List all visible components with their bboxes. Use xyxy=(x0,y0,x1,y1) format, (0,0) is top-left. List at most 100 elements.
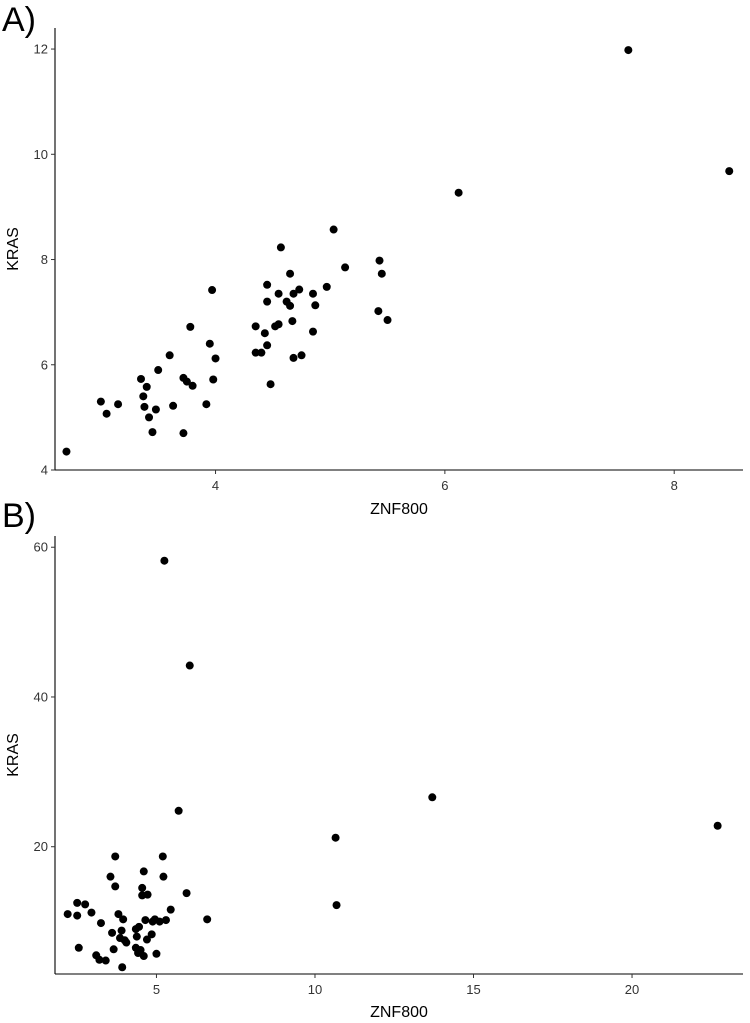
panel-a-data-point xyxy=(322,282,331,291)
panel-a-data-point xyxy=(211,354,220,363)
panel-a-data-point xyxy=(188,381,197,390)
panel-a-data-point xyxy=(145,413,154,422)
panel-b-data-point xyxy=(95,955,104,964)
panel-b-x-tick-label: 20 xyxy=(625,982,639,997)
panel-b-data-point xyxy=(182,889,191,898)
panel-a-data-point xyxy=(96,397,105,406)
panel-b-data-point xyxy=(139,952,148,961)
panel-b-data-point xyxy=(166,905,175,914)
panel-b-data-point xyxy=(122,938,131,947)
panel-b-y-tick-label: 20 xyxy=(34,839,48,854)
panel-a-y-tick-label: 6 xyxy=(41,357,48,372)
panel-b-data-point xyxy=(96,919,105,928)
panel-b-data-point xyxy=(111,882,120,891)
panel-b-data-point xyxy=(174,806,183,815)
panel-b-data-point xyxy=(713,821,722,830)
panel-a-data-point xyxy=(257,348,266,357)
panel-b-data-point xyxy=(203,915,212,924)
panel-a-data-point xyxy=(309,289,317,298)
panel-a-y-tick-label: 10 xyxy=(34,147,48,162)
panel-a-data-point xyxy=(251,322,260,331)
panel-b-data-point xyxy=(135,922,144,931)
panel-b-data-point xyxy=(138,883,147,892)
panel-b-x-tick-label: 10 xyxy=(308,982,322,997)
panel-a-data-point xyxy=(205,339,214,348)
panel-a-data-point xyxy=(263,341,272,350)
panel-b: B) 5 10 15 20 20 40 60 ZNF800 KRAS xyxy=(2,497,743,1021)
panel-a-data-point xyxy=(377,269,386,278)
panel-a-data-point xyxy=(297,351,306,360)
panel-a-data-point xyxy=(286,301,295,310)
panel-a-data-point xyxy=(137,374,145,383)
panel-a-data-point xyxy=(288,317,297,326)
panel-b-data-point xyxy=(141,916,150,925)
panel-a-x-axis-title: ZNF800 xyxy=(370,501,428,518)
panel-b-data-point xyxy=(109,945,118,954)
panel-a-data-point xyxy=(624,46,633,55)
panel-a: A) 4 6 8 4 6 8 10 12 ZNF800 KRAS xyxy=(2,1,743,518)
panel-a-data-point xyxy=(295,285,304,294)
panel-b-data-point xyxy=(117,926,126,935)
panel-a-data-point xyxy=(263,297,272,306)
panel-b-data-point xyxy=(155,917,164,926)
panel-a-data-point xyxy=(311,301,320,310)
panel-b-data-point xyxy=(159,872,168,881)
panel-b-data-point xyxy=(81,900,90,909)
panel-b-data-point xyxy=(332,901,341,910)
panel-a-data-point xyxy=(725,167,734,176)
panel-a-data-point xyxy=(186,322,195,331)
panel-b-data-point xyxy=(139,867,148,876)
panel-b-data-point xyxy=(118,963,127,972)
panel-b-data-point xyxy=(119,915,128,924)
panel-b-data-point xyxy=(108,928,117,937)
panel-a-data-point xyxy=(209,375,218,384)
panel-a-data-point xyxy=(102,409,111,418)
panel-a-data-point xyxy=(62,447,71,456)
panel-a-data-point xyxy=(114,400,123,409)
panel-b-data-point xyxy=(428,793,437,802)
panel-b-data-point xyxy=(185,661,194,670)
panel-label-b: B) xyxy=(2,497,36,535)
panel-b-data-point xyxy=(158,852,167,861)
panel-a-y-tick-label: 12 xyxy=(34,42,48,57)
panel-b-x-tick-label: 5 xyxy=(153,982,160,997)
panel-b-data-point xyxy=(147,930,156,939)
panel-a-x-tick-label: 4 xyxy=(212,478,219,493)
panel-b-data-point xyxy=(143,890,152,899)
panel-a-data-point xyxy=(374,307,383,316)
panel-a-y-tick-label: 4 xyxy=(41,463,48,478)
panel-a-data-point xyxy=(139,392,148,401)
panel-a-data-point xyxy=(169,401,178,410)
panel-a-data-point xyxy=(266,380,275,389)
panel-b-data-point xyxy=(152,949,161,958)
panel-b-data-point xyxy=(161,916,170,925)
panel-b-points xyxy=(63,556,722,972)
panel-b-y-tick-label: 60 xyxy=(34,540,48,555)
panel-a-data-point xyxy=(151,405,160,414)
panel-a-data-point xyxy=(454,188,463,197)
panel-a-data-point xyxy=(289,289,298,298)
panel-a-data-point xyxy=(208,286,217,295)
panel-b-data-point xyxy=(111,852,120,861)
panel-b-data-point xyxy=(87,908,96,917)
panel-a-data-point xyxy=(263,280,272,289)
panel-a-data-point xyxy=(260,329,269,338)
panel-a-data-point xyxy=(274,320,283,329)
panel-a-ticks: 4 6 8 4 6 8 10 12 xyxy=(34,42,678,493)
panel-a-data-point xyxy=(140,402,149,411)
panel-b-y-axis-title: KRAS xyxy=(5,733,22,777)
panel-a-data-point xyxy=(202,400,211,409)
panel-b-data-point xyxy=(142,935,151,944)
panel-b-data-point xyxy=(106,872,115,881)
panel-b-data-point xyxy=(63,910,72,919)
panel-a-data-point xyxy=(329,225,338,234)
panel-a-data-point xyxy=(274,289,283,298)
panel-a-data-point xyxy=(286,269,295,278)
panel-a-x-tick-label: 8 xyxy=(671,478,678,493)
panel-b-data-point xyxy=(132,932,141,941)
panel-b-data-point xyxy=(114,910,123,919)
panel-a-y-axis-title: KRAS xyxy=(5,227,22,271)
panel-b-data-point xyxy=(331,833,340,842)
panel-a-data-point xyxy=(182,377,191,386)
